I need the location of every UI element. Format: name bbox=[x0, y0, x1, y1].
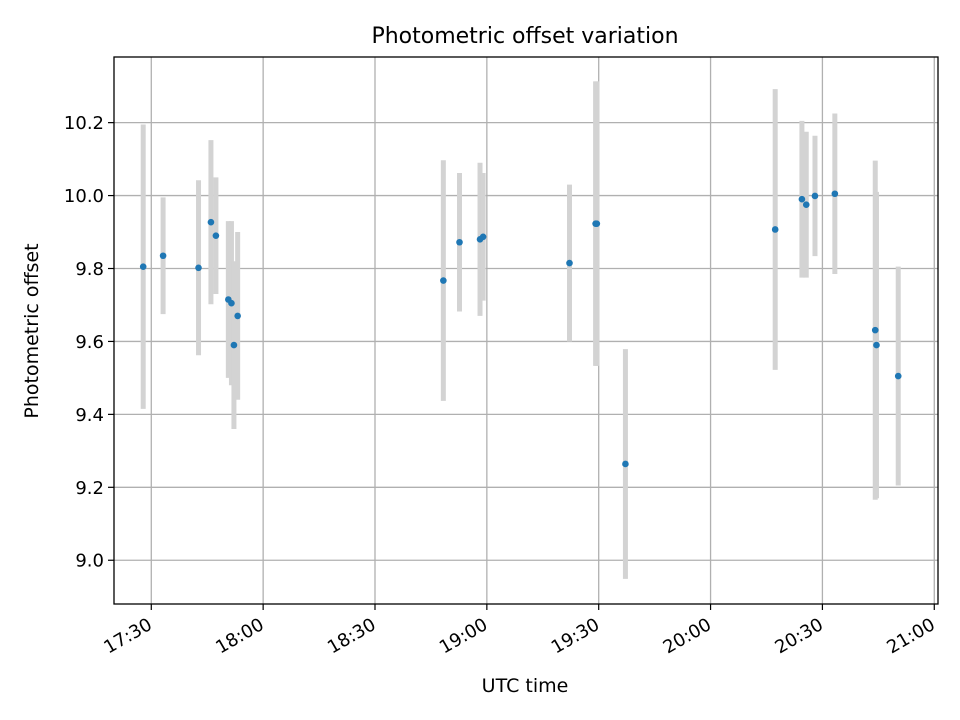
plot-frame bbox=[113, 56, 939, 605]
data-point bbox=[894, 372, 902, 380]
data-point bbox=[771, 226, 779, 233]
data-point bbox=[831, 190, 839, 198]
grid-lines bbox=[114, 57, 938, 604]
y-tick-label: 9.4 bbox=[75, 405, 104, 426]
y-axis-ticks: 9.0 9.2 9.4 9.6 9.8 10.0 10.2 bbox=[64, 113, 114, 572]
data-point bbox=[159, 252, 167, 260]
data-point bbox=[195, 264, 202, 272]
data-point bbox=[479, 233, 487, 241]
data-point bbox=[871, 326, 879, 334]
data-point bbox=[234, 312, 241, 320]
y-tick-label: 10.2 bbox=[64, 113, 104, 134]
data-points bbox=[139, 190, 902, 468]
y-tick-label: 9.8 bbox=[75, 259, 104, 280]
data-point bbox=[212, 232, 220, 239]
data-point bbox=[622, 460, 629, 468]
data-point bbox=[798, 195, 806, 203]
data-point bbox=[139, 263, 147, 270]
data-point bbox=[456, 238, 463, 246]
data-point bbox=[802, 201, 810, 208]
y-tick-label: 9.6 bbox=[75, 332, 104, 353]
y-tick-label: 9.0 bbox=[75, 551, 104, 572]
chart-title: Photometric offset variation bbox=[371, 24, 678, 49]
data-point bbox=[811, 192, 819, 200]
data-point bbox=[440, 277, 447, 284]
data-point bbox=[207, 218, 215, 226]
data-point bbox=[228, 299, 235, 307]
x-axis-label: UTC time bbox=[482, 675, 569, 697]
y-tick-label: 10.0 bbox=[64, 186, 104, 207]
data-point bbox=[566, 259, 573, 267]
data-point bbox=[593, 220, 601, 227]
y-tick-label: 9.2 bbox=[75, 478, 104, 499]
y-axis-label: Photometric offset bbox=[21, 243, 43, 418]
data-point bbox=[873, 341, 880, 349]
data-point bbox=[230, 341, 238, 349]
